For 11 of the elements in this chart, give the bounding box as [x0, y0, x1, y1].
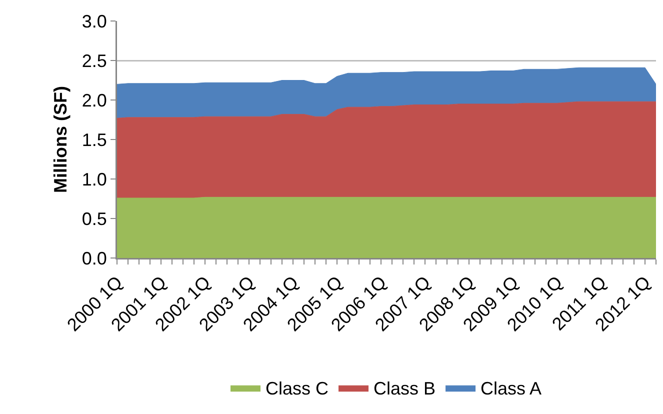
legend-label: Class B: [374, 378, 436, 399]
legend-label: Class A: [480, 378, 542, 399]
y-tick-label: 0.5: [82, 208, 107, 229]
y-tick-label: 0.0: [82, 248, 107, 268]
y-tick-label: 1.0: [82, 169, 107, 190]
y-tick-label: 2.0: [82, 90, 107, 110]
y-tick-label: 3.0: [82, 11, 107, 32]
y-tick-label: 2.5: [82, 50, 107, 71]
legend-label: Class C: [266, 378, 329, 399]
y-axis-title: Millions (SF): [50, 86, 70, 193]
y-tick-label: 1.5: [82, 130, 107, 150]
